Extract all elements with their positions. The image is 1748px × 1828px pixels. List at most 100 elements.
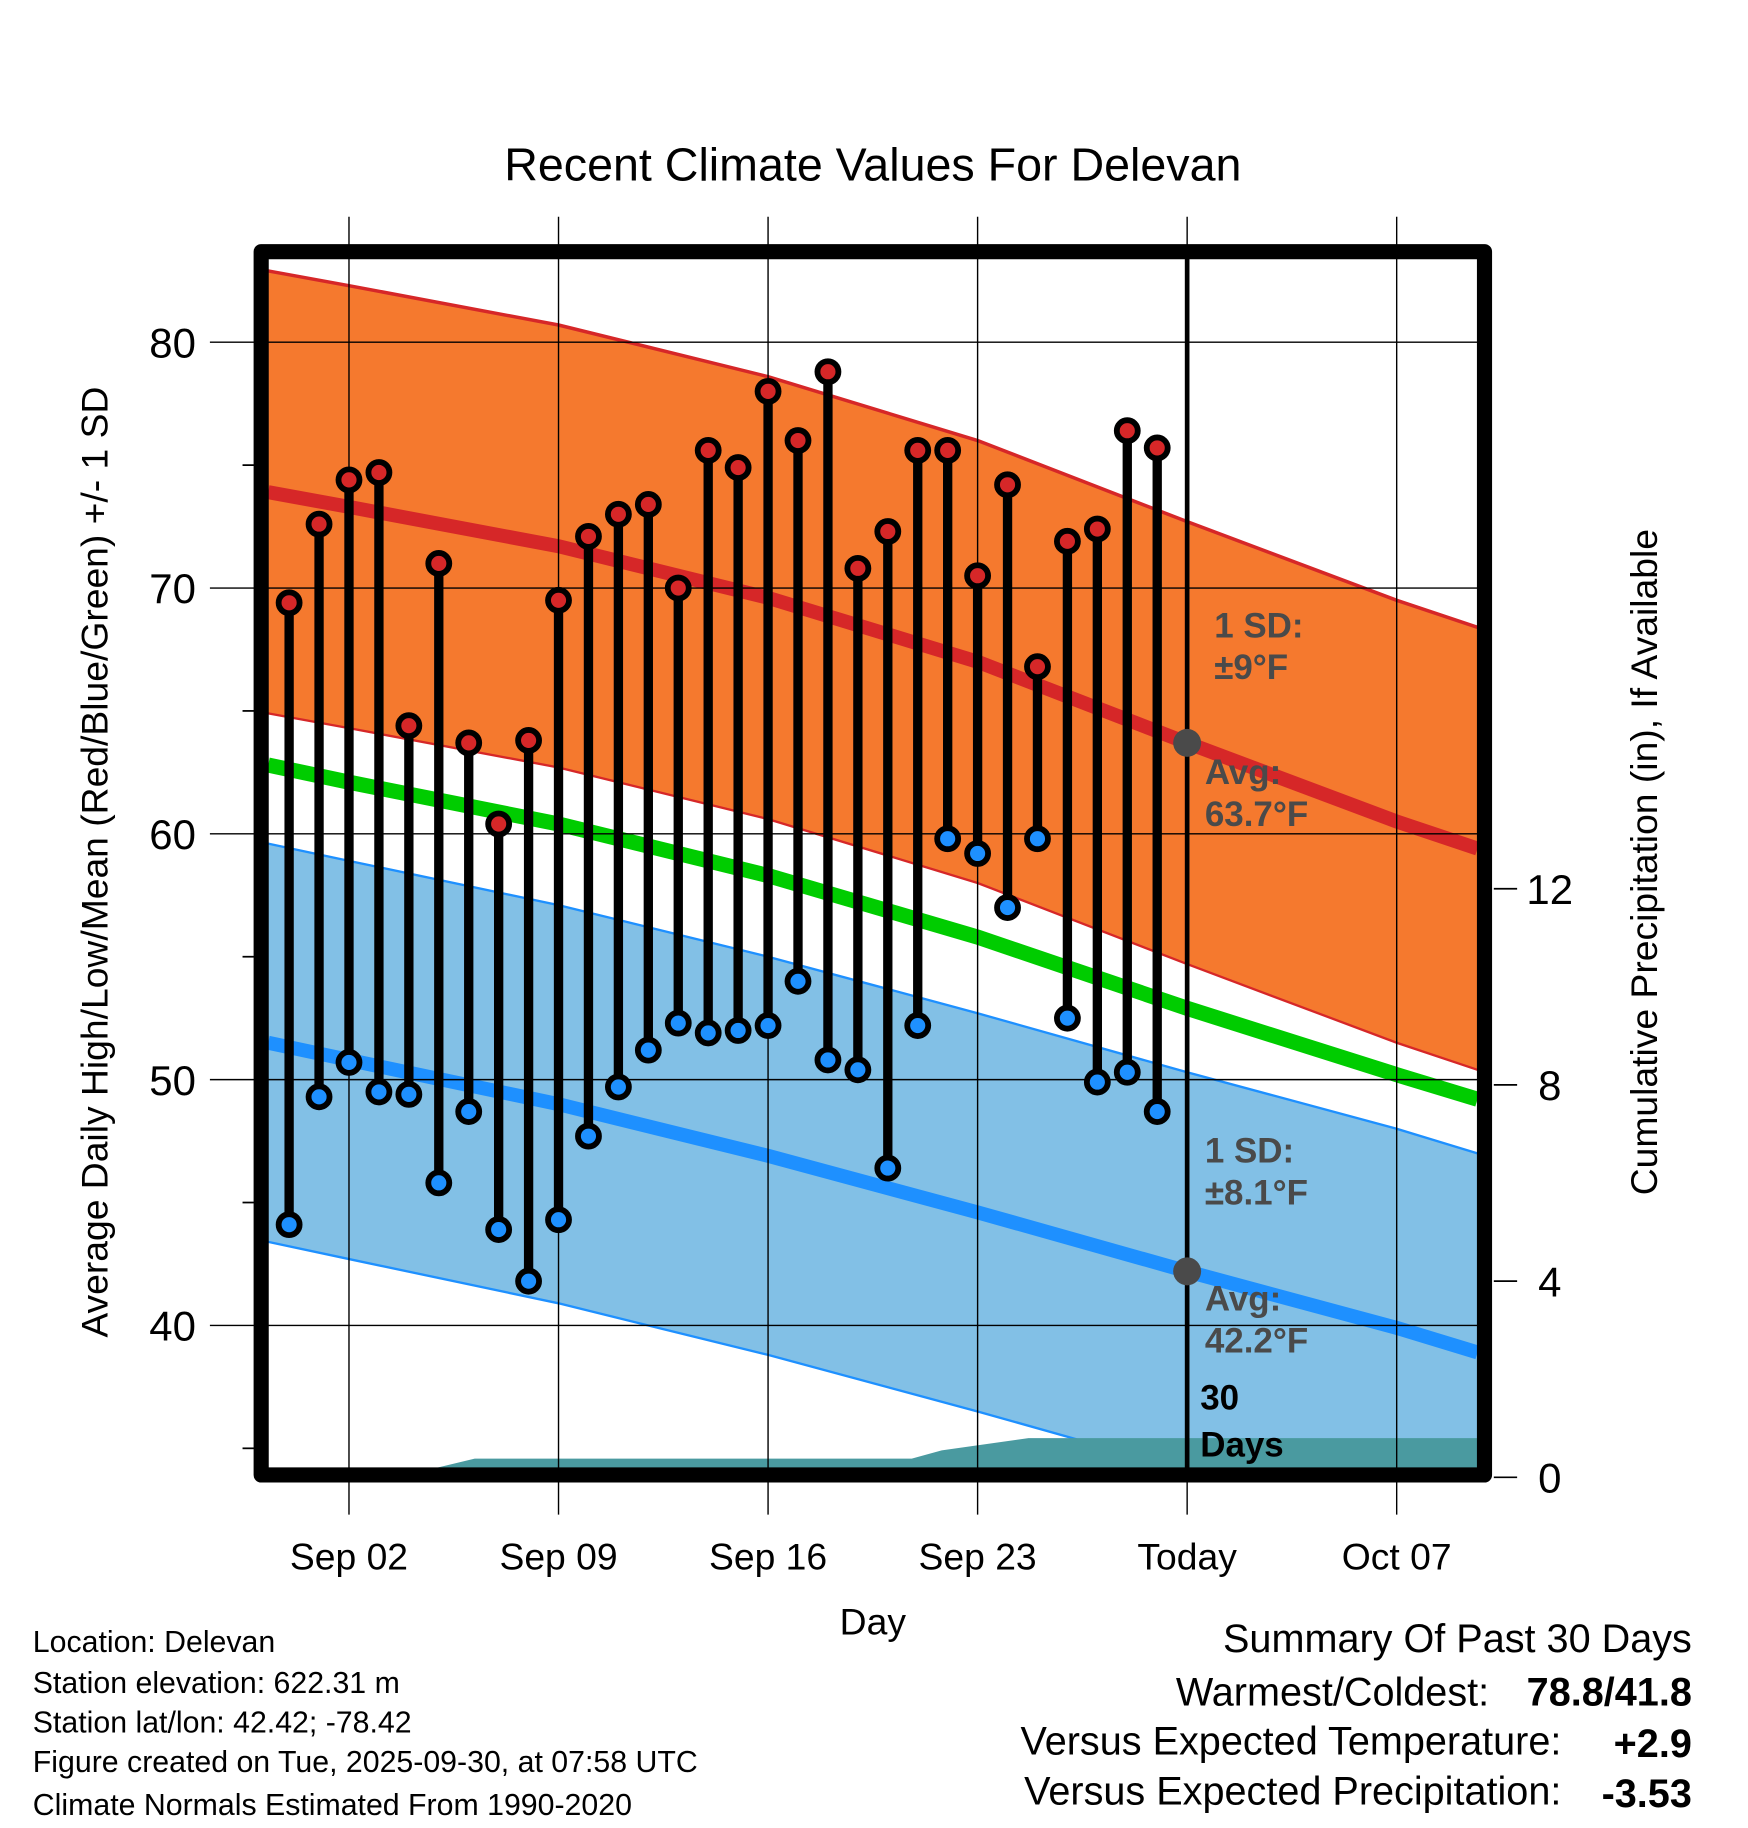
summary-warm-cold-label: Warmest/Coldest: <box>1176 1671 1489 1715</box>
daily-low-point <box>545 1206 572 1234</box>
daily-high-point <box>455 729 483 757</box>
daily-high-point <box>874 518 902 545</box>
daily-high-point <box>485 810 513 838</box>
high-normal-line <box>268 485 1478 856</box>
window-label: 30 <box>1200 1379 1239 1418</box>
x-tick-label: Today <box>1137 1535 1237 1577</box>
daily-high-point <box>934 436 962 464</box>
daily-low-point <box>1083 1068 1111 1096</box>
y2-tick-label: 4 <box>1538 1258 1561 1305</box>
daily-high-point <box>1143 434 1171 462</box>
high-sd-upper-line <box>268 269 1478 630</box>
y2-tick-label: 0 <box>1538 1454 1561 1501</box>
daily-low-point <box>575 1122 602 1150</box>
summary-temp-value: +2.9 <box>1614 1722 1692 1766</box>
x-tick-label: Sep 16 <box>709 1535 827 1577</box>
daily-low-point <box>814 1046 842 1074</box>
low-sd-upper-line <box>268 842 1478 1155</box>
daily-high-point <box>425 550 453 577</box>
low-sd-label: 1 SD: <box>1205 1132 1294 1171</box>
low-sd-value: ±8.1°F <box>1205 1174 1308 1213</box>
window-label-days: Days <box>1200 1425 1284 1464</box>
daily-low-point <box>1143 1098 1171 1125</box>
daily-low-point <box>664 1009 692 1037</box>
daily-low-point <box>425 1169 453 1197</box>
daily-low-point <box>694 1019 722 1047</box>
daily-high-point <box>305 510 333 538</box>
footer-latlon: Station lat/lon: 42.42; -78.42 <box>33 1706 412 1739</box>
daily-high-point <box>545 586 572 614</box>
summary-precip-value: -3.53 <box>1602 1772 1692 1816</box>
high-avg-label: Avg: <box>1205 753 1281 792</box>
daily-high-point <box>395 712 423 740</box>
daily-low-point <box>335 1049 363 1076</box>
daily-low-point <box>1113 1058 1141 1086</box>
y2-axis-label: Cumulative Precipitation (in), If Availa… <box>1623 529 1665 1195</box>
daily-high-point <box>784 427 812 454</box>
daily-high-point <box>1024 653 1051 681</box>
y-tick-label: 60 <box>149 811 196 858</box>
daily-low-point <box>754 1012 782 1039</box>
daily-high-point <box>575 523 602 550</box>
y-tick-label: 50 <box>149 1057 196 1104</box>
low-sd-lower-line <box>268 1240 1183 1468</box>
precip-area <box>268 1438 1478 1468</box>
high-avg-value: 63.7°F <box>1205 795 1308 834</box>
high-sd-label: 1 SD: <box>1214 606 1303 645</box>
y2-tick-label: 12 <box>1526 866 1573 913</box>
today-high-avg-marker <box>1173 728 1202 757</box>
daily-low-point <box>1024 825 1051 853</box>
daily-low-point <box>395 1080 423 1108</box>
daily-high-point <box>904 436 932 464</box>
y-tick-label: 40 <box>149 1303 196 1350</box>
y-axis-label: Average Daily High/Low/Mean (Red/Blue/Gr… <box>73 387 115 1338</box>
plot-inner <box>268 269 1478 1468</box>
high-sd-lower-line <box>268 712 1478 1071</box>
daily-low-point <box>934 825 962 853</box>
daily-high-point <box>365 459 393 486</box>
daily-low-point <box>275 1211 303 1239</box>
daily-high-point <box>754 377 782 405</box>
daily-low-point <box>964 840 992 867</box>
plot-frame <box>253 244 1493 1483</box>
daily-low-point <box>634 1036 662 1064</box>
daily-low-point <box>515 1267 542 1295</box>
low-avg-value: 42.2°F <box>1205 1322 1308 1361</box>
summary-title: Summary Of Past 30 Days <box>1223 1617 1692 1661</box>
daily-low-point <box>365 1078 393 1106</box>
summary-warm-cold-value: 78.8/41.8 <box>1527 1671 1692 1715</box>
daily-high-point <box>1054 527 1081 555</box>
daily-high-point <box>604 500 632 528</box>
daily-low-point <box>904 1012 932 1039</box>
daily-low-point <box>305 1083 333 1111</box>
daily-high-point <box>634 491 662 518</box>
low-sd-band <box>268 843 1478 1468</box>
daily-low-point <box>455 1098 483 1125</box>
x-tick-label: Sep 09 <box>499 1535 617 1577</box>
low-normal-line <box>268 1035 1478 1360</box>
y-tick-label: 70 <box>149 565 196 612</box>
chart-title: Recent Climate Values For Delevan <box>504 139 1241 191</box>
footer-location: Location: Delevan <box>33 1626 275 1659</box>
footer-normals: Climate Normals Estimated From 1990-2020 <box>33 1789 632 1822</box>
daily-high-point <box>515 727 542 754</box>
daily-low-point <box>604 1073 632 1101</box>
today-low-avg-marker <box>1173 1257 1202 1286</box>
daily-high-point <box>724 454 752 481</box>
x-axis-label: Day <box>840 1601 907 1643</box>
x-tick-label: Oct 07 <box>1342 1535 1452 1577</box>
high-sd-value: ±9°F <box>1214 648 1288 687</box>
daily-low-point <box>485 1216 513 1243</box>
daily-high-point <box>664 574 692 602</box>
daily-high-point <box>275 589 303 617</box>
daily-high-point <box>964 562 992 590</box>
daily-high-point <box>1113 417 1141 445</box>
daily-high-point <box>335 466 363 494</box>
daily-low-point <box>994 894 1021 921</box>
x-tick-label: Sep 02 <box>290 1535 408 1577</box>
footer-created: Figure created on Tue, 2025-09-30, at 07… <box>33 1746 698 1779</box>
daily-low-point <box>724 1017 752 1044</box>
summary-precip-label: Versus Expected Precipitation: <box>1024 1770 1561 1814</box>
low-avg-label: Avg: <box>1205 1280 1281 1319</box>
